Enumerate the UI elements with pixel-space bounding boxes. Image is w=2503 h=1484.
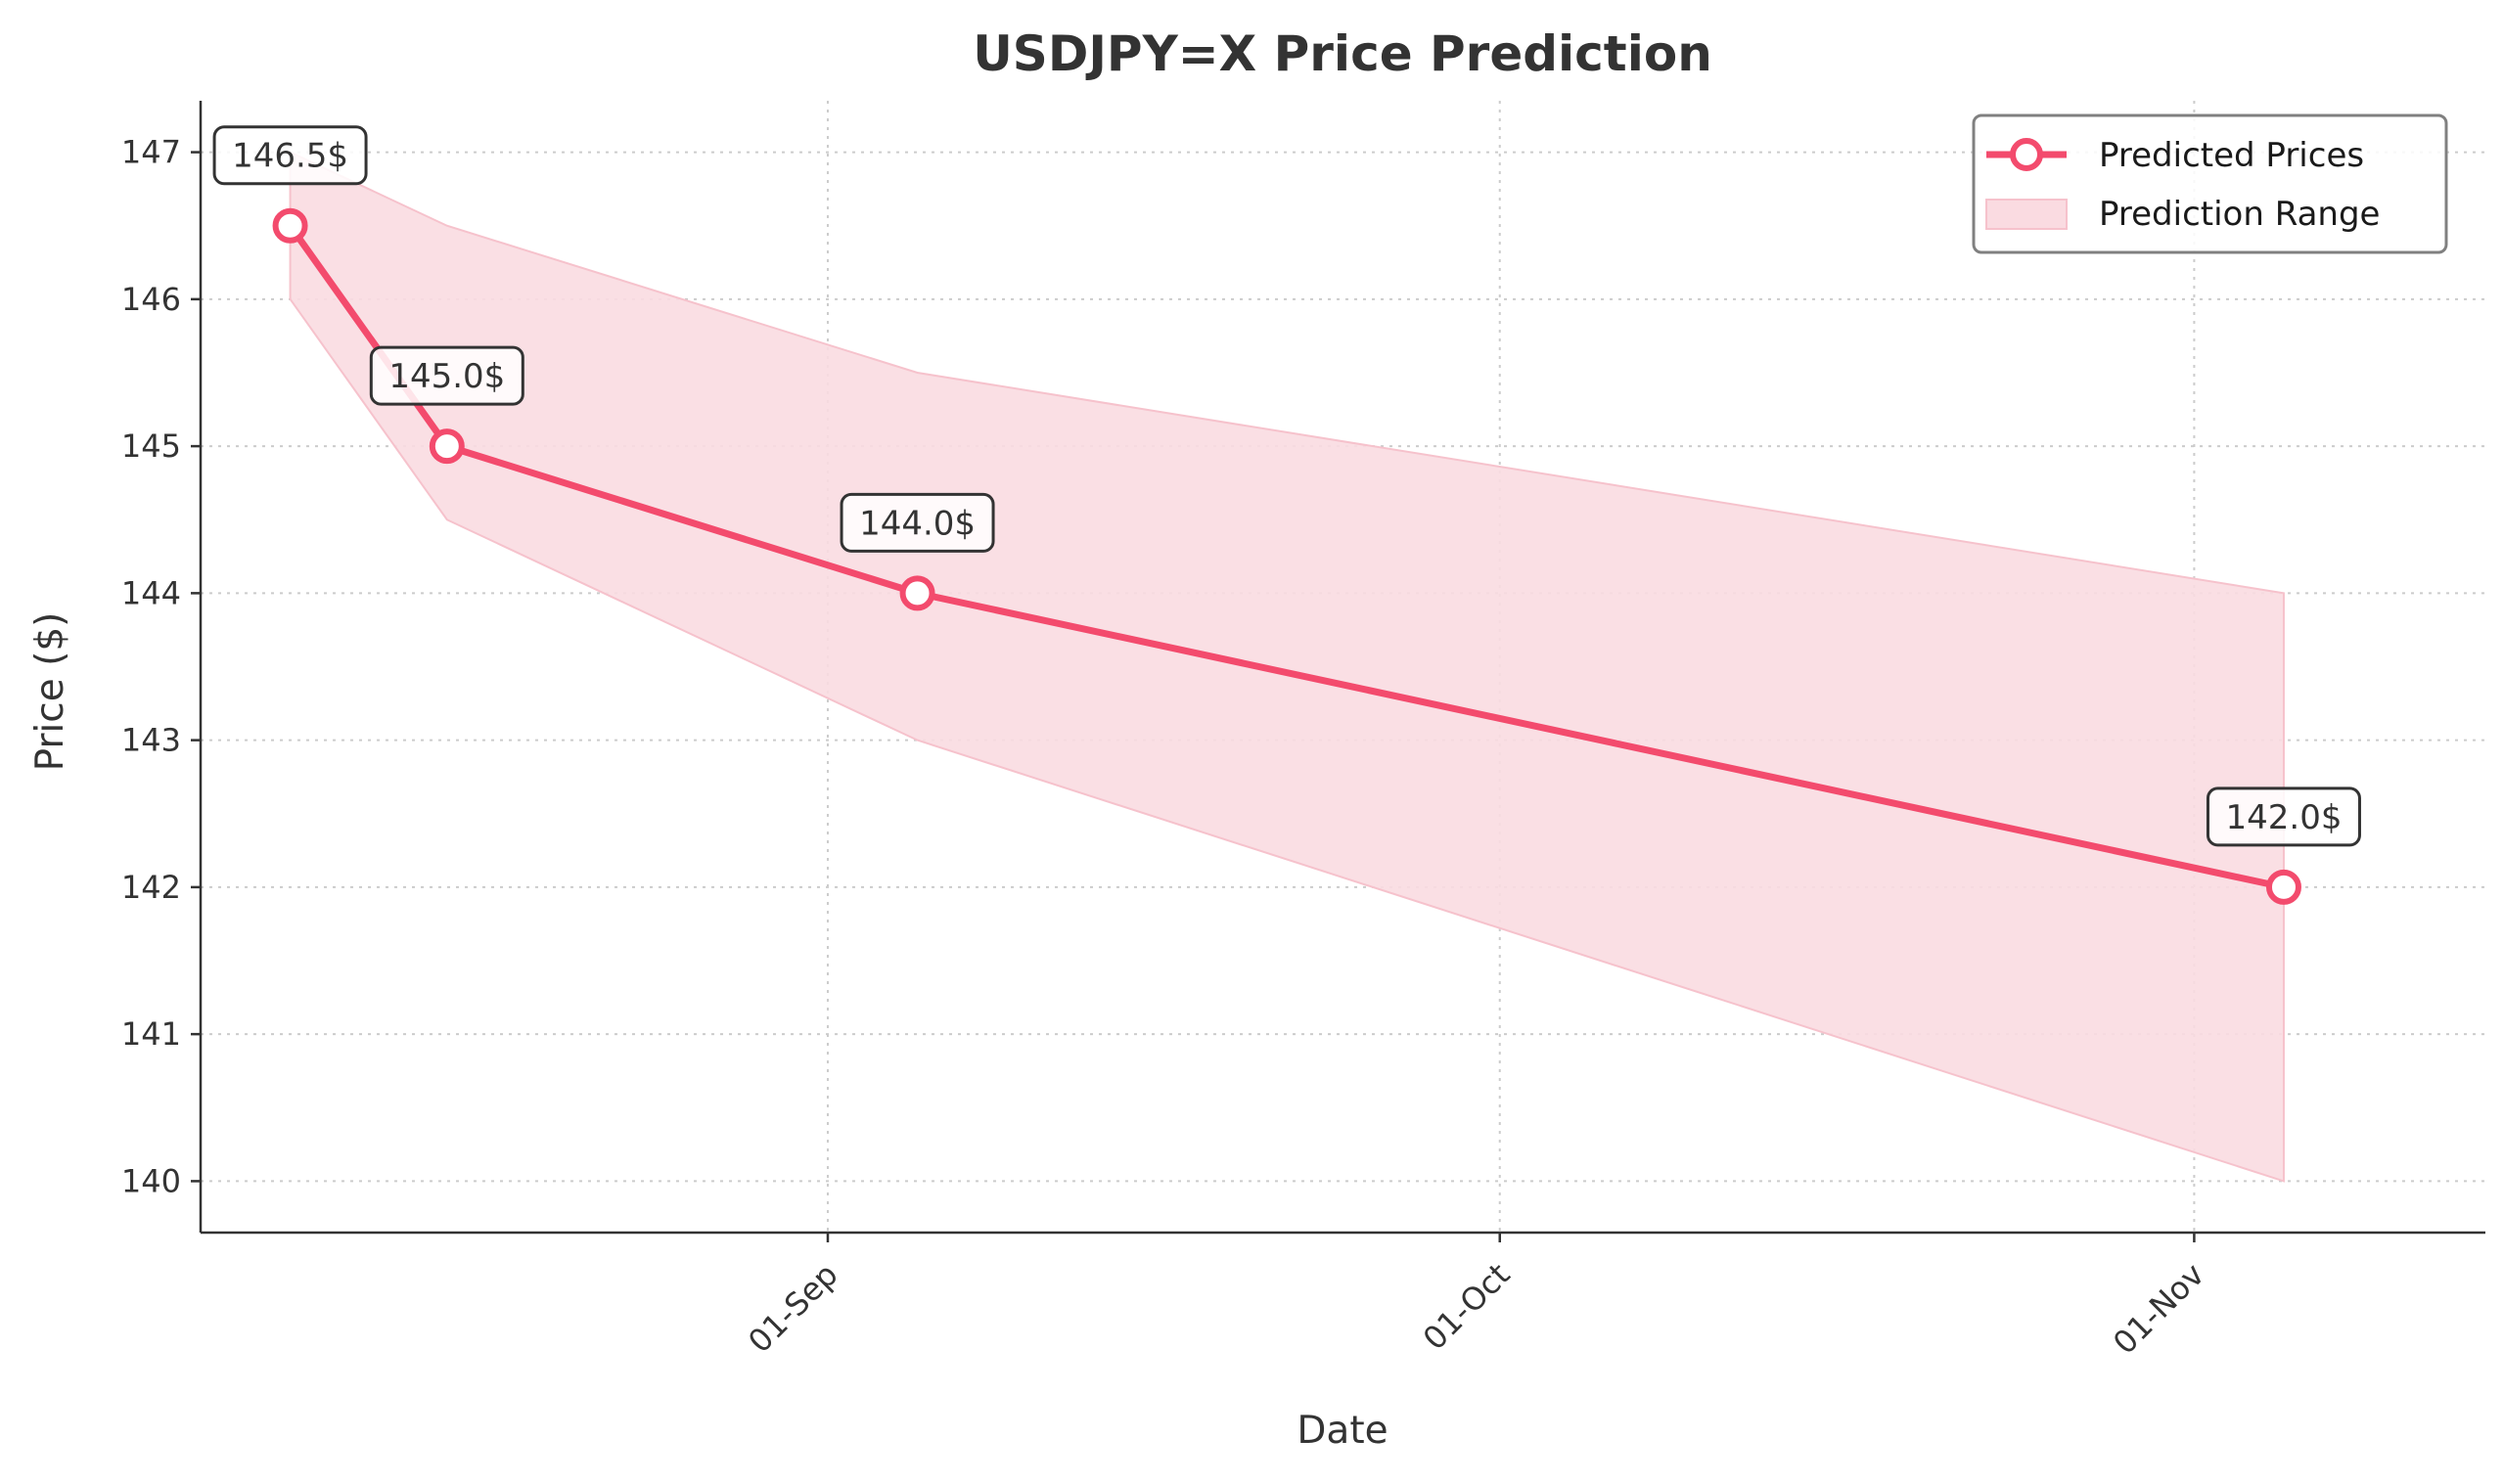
y-tick-label: 142 [121, 869, 181, 906]
data-label-group: 142.0$ [2206, 787, 2361, 847]
predicted-price-point [2265, 869, 2301, 905]
legend: Predicted Prices Prediction Range [1972, 113, 2448, 254]
x-axis-label: Date [1297, 1409, 1388, 1453]
data-label-box [212, 125, 368, 186]
predicted-price-point [429, 428, 465, 465]
data-label: 144.0$ [859, 504, 976, 543]
prediction-range-area [289, 151, 2285, 1183]
y-axis-label: Price ($) [28, 612, 72, 772]
data-label: 145.0$ [388, 357, 505, 396]
y-tick-label: 147 [121, 134, 181, 171]
y-tick-label: 141 [121, 1015, 181, 1053]
y-tick-label: 143 [121, 722, 181, 759]
y-tick-label: 145 [121, 427, 181, 465]
predicted-prices-line [287, 222, 2288, 891]
y-tick-label: 146 [121, 281, 181, 318]
predicted-price-point [272, 207, 308, 244]
predicted-price-point [899, 575, 935, 611]
predicted-prices-line-group [272, 207, 2301, 905]
data-label-box [840, 492, 995, 553]
data-labels: 146.5$ 145.0$ 144.0$ 142.0$ [212, 125, 2361, 847]
data-label-group: 145.0$ [369, 345, 524, 406]
data-label-box [2206, 787, 2361, 847]
legend-box [1972, 113, 2448, 254]
data-label-group: 146.5$ [212, 125, 368, 186]
chart-title: USDJPY=X Price Prediction [973, 25, 1712, 82]
data-label-box [369, 345, 524, 406]
legend-label-prediction-range: Prediction Range [2099, 195, 2380, 234]
data-label: 142.0$ [2225, 798, 2342, 837]
legend-area-swatch [1985, 199, 2068, 230]
y-tick-label: 144 [121, 574, 181, 611]
prediction-range-band [289, 151, 2285, 1183]
data-label-group: 144.0$ [840, 492, 995, 553]
legend-marker-swatch [2010, 138, 2043, 171]
legend-label-predicted-prices: Predicted Prices [2099, 136, 2364, 175]
y-tick-label: 140 [121, 1162, 181, 1199]
data-label: 146.5$ [232, 137, 348, 176]
